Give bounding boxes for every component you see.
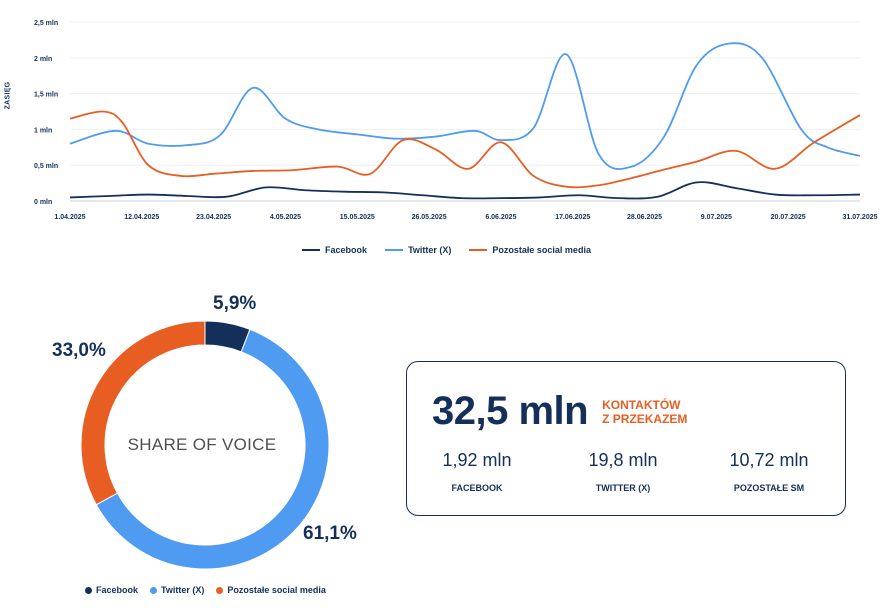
x-tick-label: 17.06.2025 <box>555 214 590 221</box>
pct-label-facebook: 5,9% <box>213 293 257 314</box>
y-tick-label: 1,5 mln <box>34 92 58 99</box>
pct-label-twitter: 61,1% <box>303 523 357 544</box>
reach-line-chart: 0 mln 0,5 mln 1 mln 1,5 mln 2 mln 2,5 mln 1.04… <box>34 20 878 221</box>
legend-item-other: Pozostałe social media <box>469 245 591 255</box>
share-of-voice-donut <box>80 320 330 570</box>
y-tick-label: 2,5 mln <box>34 20 58 27</box>
series-line-facebook <box>69 181 861 200</box>
y-tick-label: 1 mln <box>34 127 52 134</box>
stat-label-twitter: TWITTER (X) <box>595 483 651 493</box>
y-axis-label: ZASIĘG <box>4 81 12 110</box>
donut-legend-dot-twitter <box>150 586 158 594</box>
donut-legend-dot-facebook <box>85 586 92 594</box>
donut-legend-label-facebook: Facebook <box>96 585 139 595</box>
total-label-line1: KONTAKTÓW <box>602 397 681 412</box>
legend-label-facebook: Facebook <box>325 245 368 255</box>
total-contacts-label: KONTAKTÓW Z PRZEKAZEM <box>602 398 687 426</box>
total-row: 32,5 mln KONTAKTÓW Z PRZEKAZEM <box>432 389 687 434</box>
donut-legend-label-other: Pozostałe social media <box>227 585 326 595</box>
donut-legend-dot-other <box>216 586 224 594</box>
legend-label-other: Pozostałe social media <box>492 245 591 255</box>
summary-box: 32,5 mln KONTAKTÓW Z PRZEKAZEM 1,92 mln … <box>406 361 846 516</box>
donut-legend-item-facebook: Facebook <box>85 585 138 595</box>
donut-center-label: SHARE OF VOICE <box>127 435 277 454</box>
x-tick-label: 31.07.2025 <box>842 214 877 221</box>
donut-slice-pozosta-e-social-media <box>80 320 206 506</box>
y-tick-label: 0,5 mln <box>34 163 58 170</box>
stat-twitter: 19,8 mln TWITTER (X) <box>553 450 693 493</box>
stat-facebook: 1,92 mln FACEBOOK <box>407 450 547 493</box>
x-tick-label: 12.04.2025 <box>124 214 159 221</box>
x-tick-label: 23.04.2025 <box>196 214 231 221</box>
x-tick-label: 9.07.2025 <box>701 214 732 221</box>
pct-label-other: 33,0% <box>52 340 106 361</box>
donut-legend-label-twitter: Twitter (X) <box>161 585 205 595</box>
stat-other: 10,72 mln POZOSTAŁE SM <box>699 450 839 493</box>
x-tick-label: 15.05.2025 <box>340 214 375 221</box>
stat-value-other: 10,72 mln <box>729 450 809 470</box>
series-line-pozosta-e-social-media <box>69 110 861 189</box>
total-contacts-value: 32,5 mln <box>432 389 589 433</box>
x-tick-label: 26.05.2025 <box>412 214 447 221</box>
donut-legend-item-other: Pozostałe social media <box>216 585 326 595</box>
legend-swatch-twitter <box>385 249 404 251</box>
stat-value-facebook: 1,92 mln <box>442 450 512 470</box>
donut-legend-item-twitter: Twitter (X) <box>150 585 204 595</box>
legend-label-twitter: Twitter (X) <box>408 245 452 255</box>
legend-item-twitter: Twitter (X) <box>385 245 451 255</box>
y-tick-label: 2 mln <box>34 56 52 63</box>
stat-value-twitter: 19,8 mln <box>588 450 658 470</box>
x-tick-label: 6.06.2025 <box>485 214 516 221</box>
x-tick-label: 28.06.2025 <box>627 214 662 221</box>
x-tick-label: 20.07.2025 <box>771 214 806 221</box>
y-tick-label: 0 mln <box>34 199 52 206</box>
line-chart-legend: Facebook Twitter (X) Pozostałe social me… <box>0 245 893 255</box>
donut-legend: Facebook Twitter (X) Pozostałe social me… <box>85 585 326 595</box>
legend-swatch-facebook <box>302 249 321 251</box>
x-tick-label: 4.05.2025 <box>270 214 301 221</box>
total-label-line2: Z PRZEKAZEM <box>602 411 688 426</box>
stat-label-facebook: FACEBOOK <box>451 483 503 493</box>
donut-slice-twitter-x <box>95 328 330 570</box>
stat-label-other: POZOSTAŁE SM <box>733 483 805 493</box>
legend-swatch-other <box>469 249 488 251</box>
series-line-twitter-x <box>69 42 861 170</box>
legend-item-facebook: Facebook <box>302 245 367 255</box>
x-tick-label: 1.04.2025 <box>54 214 85 221</box>
